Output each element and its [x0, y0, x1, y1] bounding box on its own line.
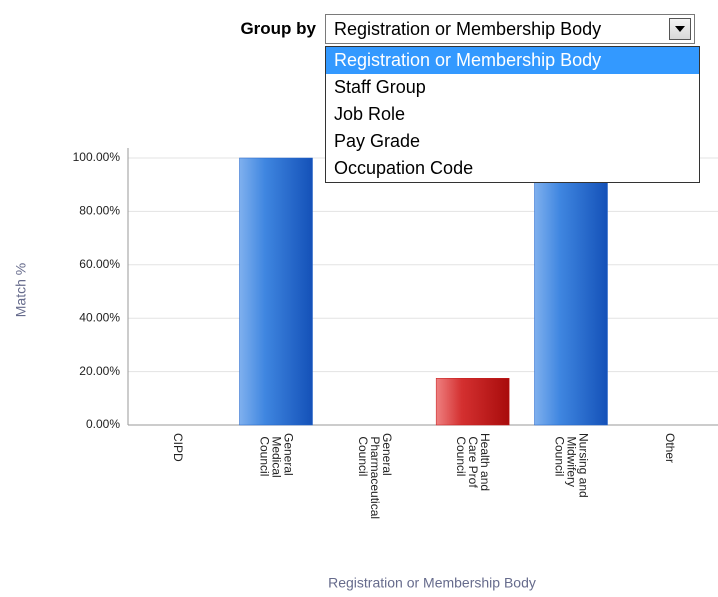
y-tick-label: 100.00%: [73, 150, 121, 164]
x-tick-label: Health and Care Prof Council: [454, 433, 492, 491]
y-tick-label: 20.00%: [79, 364, 120, 378]
y-axis-title: Match %: [13, 263, 29, 317]
y-tick-label: 0.00%: [86, 417, 120, 431]
x-tick-label: Nursing and Midwifery Council: [552, 433, 590, 498]
y-tick-label: 80.00%: [79, 204, 120, 218]
bar: [239, 157, 313, 426]
x-tick-label: Other: [663, 433, 677, 463]
x-tick-label: CIPD: [171, 433, 185, 462]
dropdown-option[interactable]: Occupation Code: [334, 158, 474, 178]
dropdown-arrow[interactable]: [669, 18, 691, 40]
dropdown-option[interactable]: Pay Grade: [334, 131, 421, 151]
x-tick-label: General Pharmaceutical Council: [356, 433, 394, 519]
y-tick-label: 60.00%: [79, 257, 120, 271]
dropdown-option[interactable]: Registration or Membership Body: [326, 47, 699, 74]
y-tick-label: 40.00%: [79, 310, 120, 324]
group-by-select[interactable]: Registration or Membership Body: [325, 14, 695, 44]
bar: [534, 157, 608, 426]
group-by-label: Group by: [240, 19, 316, 38]
x-tick-label: General Medical Council: [257, 433, 295, 478]
dropdown-list: Registration or Membership Body Staff Gro…: [325, 46, 700, 183]
dropdown-option[interactable]: Staff Group: [334, 77, 426, 97]
x-axis-title: Registration or Membership Body: [328, 575, 536, 591]
dropdown-option[interactable]: Job Role: [334, 104, 406, 124]
selected-value: Registration or Membership Body: [334, 19, 602, 39]
bar: [435, 378, 510, 426]
